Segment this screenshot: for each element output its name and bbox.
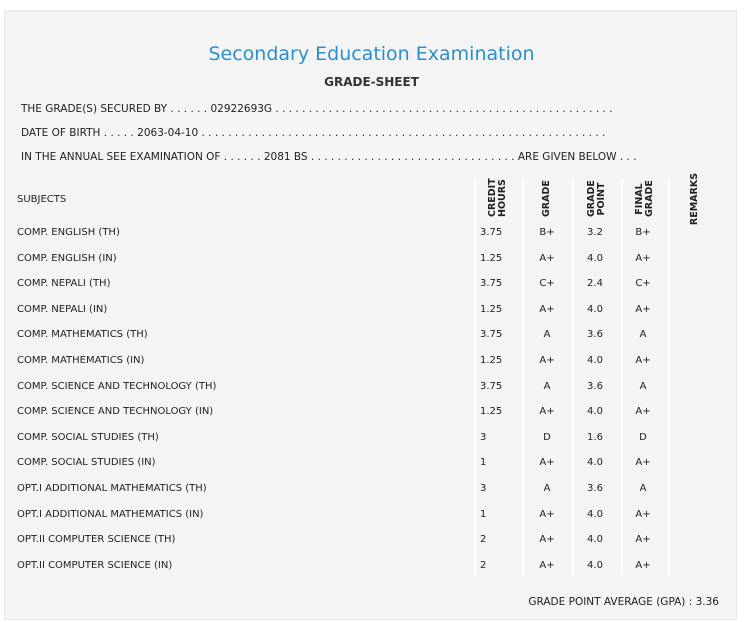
credit-hours: 1.25 (480, 406, 503, 418)
grade: A+ (539, 355, 555, 366)
subject: OPT.I ADDITIONAL MATHEMATICS (TH) (17, 483, 207, 494)
column-header: CREDIT HOURS (487, 178, 508, 217)
column-divider (572, 179, 574, 575)
subject: COMP. SOCIAL STUDIES (IN) (17, 457, 156, 469)
column-divider (621, 179, 623, 575)
gpa: GRADE POINT AVERAGE (GPA) : 3.36 (528, 596, 719, 608)
final-grade: C+ (635, 278, 651, 290)
gpa-label: GRADE POINT AVERAGE (GPA) : (528, 596, 693, 608)
final-grade: D (639, 431, 647, 443)
credit-hours: 3.75 (480, 278, 503, 290)
title: Secondary Education Examination (208, 43, 535, 65)
credit-hours: 1 (480, 508, 487, 520)
column-header: SUBJECTS (17, 194, 67, 205)
subject: OPT.I ADDITIONAL MATHEMATICS (IN) (17, 508, 204, 520)
column-header: GRADE POINT (586, 180, 607, 217)
grade-point: 4.0 (587, 457, 603, 469)
subject: COMP. MATHEMATICS (TH) (17, 329, 148, 341)
subject: COMP. SCIENCE AND TECHNOLOGY (IN) (17, 406, 214, 418)
credit-hours: 2 (480, 534, 487, 546)
grade: A (543, 483, 551, 494)
final-grade: A+ (635, 508, 651, 520)
credit-hours: 1.25 (480, 252, 503, 264)
final-grade: A+ (635, 252, 651, 264)
credit-hours: 3 (480, 483, 487, 494)
credit-hours: 3.75 (480, 329, 503, 341)
grade: A+ (539, 406, 555, 418)
final-grade: B+ (635, 227, 651, 238)
credit-hours: 3.75 (480, 380, 503, 392)
grade-point: 4.0 (587, 355, 603, 366)
grade: C+ (539, 278, 555, 290)
subject: COMP. NEPALI (TH) (17, 278, 111, 290)
grade: D (543, 431, 551, 443)
subject: COMP. SCIENCE AND TECHNOLOGY (TH) (17, 380, 217, 392)
grade: A+ (539, 559, 555, 571)
subject: OPT.II COMPUTER SCIENCE (TH) (17, 534, 176, 546)
grade-point: 4.0 (587, 508, 603, 520)
subject: COMP. ENGLISH (TH) (17, 227, 120, 238)
grade-point: 2.4 (587, 278, 603, 290)
grade: A+ (539, 457, 555, 469)
grade: A+ (539, 303, 555, 315)
credit-hours: 1.25 (480, 355, 503, 366)
subject: COMP. NEPALI (IN) (17, 303, 108, 315)
info-line: IN THE ANNUAL SEE EXAMINATION OF . . . .… (21, 151, 637, 163)
grade-point: 3.6 (587, 483, 603, 494)
grade: A (543, 380, 551, 392)
credit-hours: 1 (480, 457, 487, 469)
subject: COMP. ENGLISH (IN) (17, 252, 117, 264)
column-divider (668, 179, 670, 575)
column-header: GRADE (541, 180, 552, 217)
grade-point: 4.0 (587, 252, 603, 264)
final-grade: A+ (635, 303, 651, 315)
final-grade: A (639, 483, 647, 494)
credit-hours: 3.75 (480, 227, 503, 238)
column-divider (522, 179, 524, 575)
column-header: REMARKS (689, 172, 700, 226)
grade: B+ (539, 227, 555, 238)
credit-hours: 1.25 (480, 303, 503, 315)
subject: OPT.II COMPUTER SCIENCE (IN) (17, 559, 173, 571)
credit-hours: 2 (480, 559, 487, 571)
grade: A+ (539, 508, 555, 520)
grade: A+ (539, 252, 555, 264)
grade: A+ (539, 534, 555, 546)
final-grade: A+ (635, 355, 651, 366)
column-header: FINAL GRADE (634, 180, 655, 217)
grade-point: 1.6 (587, 431, 603, 443)
grade-point: 3.6 (587, 380, 603, 392)
final-grade: A+ (635, 406, 651, 418)
final-grade: A (639, 380, 647, 392)
grade-point: 4.0 (587, 303, 603, 315)
grade-point: 3.2 (587, 227, 603, 238)
final-grade: A+ (635, 534, 651, 546)
info-line: DATE OF BIRTH . . . . . 2063-04-10 . . .… (21, 127, 606, 139)
subject: COMP. MATHEMATICS (IN) (17, 355, 145, 366)
credit-hours: 3 (480, 431, 487, 443)
grade-point: 4.0 (587, 534, 603, 546)
column-divider (474, 179, 476, 575)
final-grade: A (639, 329, 647, 341)
gpa-value: 3.36 (695, 596, 719, 608)
info-line: THE GRADE(S) SECURED BY . . . . . . 0292… (21, 103, 613, 115)
final-grade: A+ (635, 559, 651, 571)
grade-point: 4.0 (587, 559, 603, 571)
grade: A (543, 329, 551, 341)
subtitle: GRADE-SHEET (324, 75, 419, 89)
grade-sheet-panel: Secondary Education Examination GRADE-SH… (4, 10, 737, 620)
final-grade: A+ (635, 457, 651, 469)
subject: COMP. SOCIAL STUDIES (TH) (17, 431, 159, 443)
grade-point: 3.6 (587, 329, 603, 341)
grade-point: 4.0 (587, 406, 603, 418)
